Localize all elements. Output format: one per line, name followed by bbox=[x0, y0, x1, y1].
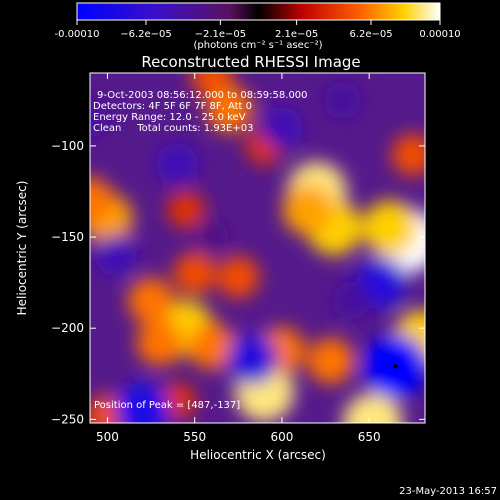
heatmap-feature bbox=[195, 220, 229, 254]
annotation-detectors: Detectors: 4F 5F 6F 7F 8F, Att 0 bbox=[93, 101, 252, 112]
colorbar-ticks bbox=[76, 20, 441, 25]
heatmap-feature bbox=[206, 86, 253, 133]
colorbar-units: (photons cm⁻² s⁻¹ asec⁻²) bbox=[193, 40, 322, 51]
heatmap-feature bbox=[324, 81, 362, 120]
heatmap-field bbox=[90, 73, 425, 423]
x-axis-label: Heliocentric X (arcsec) bbox=[190, 448, 326, 462]
heatmap-feature bbox=[173, 252, 216, 295]
x-tick-label: 500 bbox=[96, 430, 119, 444]
heatmap-feature bbox=[260, 106, 303, 149]
heatmap-feature bbox=[95, 234, 138, 277]
heatmap-feature bbox=[156, 143, 199, 186]
y-tick-label: −100 bbox=[51, 139, 84, 153]
heatmap-feature bbox=[282, 184, 334, 236]
colorbar-tick-label: -0.00010 bbox=[55, 29, 100, 40]
x-tick-label: 550 bbox=[183, 430, 206, 444]
colorbar-tick-labels: -0.00010 −6.2e−05 −2.1e−05 2.1e−05 6.2e−05 0.… bbox=[55, 29, 461, 40]
heatmap-feature bbox=[90, 177, 114, 224]
y-tick-label: −250 bbox=[51, 412, 84, 426]
annotation-counts: Clean Total counts: 1.93E+03 bbox=[93, 123, 253, 134]
y-tick-label: −150 bbox=[51, 230, 84, 244]
annotation-block: 9-Oct-2003 08:56:12.000 to 08:59:58.000 … bbox=[93, 90, 308, 134]
heatmap-feature bbox=[127, 277, 175, 325]
colorbar-tick-label: 0.00010 bbox=[419, 29, 460, 40]
colorbar-tick-label: 6.2e−05 bbox=[349, 29, 392, 40]
heatmap-feature bbox=[217, 256, 260, 299]
x-tick-label: 600 bbox=[270, 430, 293, 444]
colorbar bbox=[76, 2, 441, 21]
colorbar-tick-label: −6.2e−05 bbox=[120, 29, 172, 40]
y-tick-label: −200 bbox=[51, 321, 84, 335]
heatmap-feature bbox=[362, 200, 418, 256]
heatmap-feature bbox=[167, 190, 205, 229]
colorbar-tick-label: 2.1e−05 bbox=[275, 29, 318, 40]
x-tick-label: 650 bbox=[358, 430, 381, 444]
y-axis-label: Heliocentric Y (arcsec) bbox=[15, 181, 29, 316]
x-axis-ticks: 500 550 600 650 bbox=[96, 73, 381, 444]
heatmap-feature bbox=[307, 337, 354, 385]
y-axis-ticks: −100 −150 −200 −250 bbox=[51, 139, 425, 426]
heatmap-feature bbox=[332, 282, 371, 320]
heatmap-feature bbox=[136, 319, 183, 366]
annotation-energy: Energy Range: 12.0 - 25.0 keV bbox=[93, 112, 246, 123]
heatmap-feature bbox=[188, 323, 236, 370]
chart-title: Reconstructed RHESSI Image bbox=[141, 53, 360, 71]
heatmap-feature bbox=[391, 134, 425, 177]
colorbar-tick-label: −2.1e−05 bbox=[195, 29, 247, 40]
peak-position-label: Position of Peak = [487,-137] bbox=[94, 400, 240, 411]
heatmap-feature bbox=[90, 99, 109, 138]
annotation-time: 9-Oct-2003 08:56:12.000 to 08:59:58.000 bbox=[97, 90, 308, 101]
heatmap-feature bbox=[342, 393, 403, 423]
heatmap-feature bbox=[226, 333, 278, 385]
heatmap-feature bbox=[114, 382, 170, 423]
plot-frame bbox=[89, 72, 426, 424]
peak-marker bbox=[393, 364, 398, 369]
plot-area bbox=[89, 72, 426, 424]
footer-date: 23-May-2013 16:57 bbox=[399, 486, 497, 497]
